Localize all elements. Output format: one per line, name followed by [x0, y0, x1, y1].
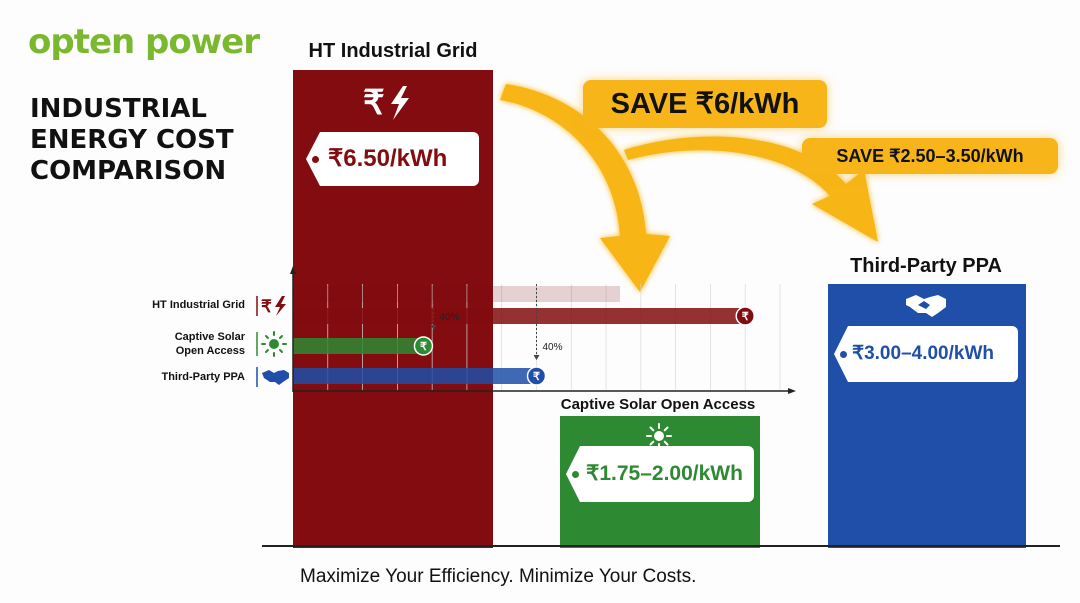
page-title: INDUSTRIAL ENERGY COST COMPARISON	[30, 94, 234, 187]
save-secondary-badge: SAVE ₹2.50–3.50/kWh	[802, 138, 1058, 174]
savings-arrow-to-solar	[500, 84, 670, 292]
chart-label-ppa: Third-Party PPA	[161, 371, 245, 383]
svg-text:₹: ₹	[261, 297, 272, 316]
y-axis-arrow	[290, 266, 296, 274]
logo-text: opten power	[28, 22, 260, 62]
chart-band	[293, 286, 620, 302]
grid-price-tag: ₹6.50/kWh	[306, 132, 479, 186]
tag-hole	[312, 156, 319, 163]
ppa-price-tag: ₹3.00–4.00/kWh	[834, 326, 1018, 382]
brand-logo: opten power	[28, 22, 260, 62]
chart-marker-glyph: ₹	[533, 371, 540, 383]
svg-text:₹: ₹	[363, 84, 385, 122]
small-sun-icon	[256, 331, 287, 357]
rupee-lightning-icon: ₹	[363, 84, 409, 122]
chart-marker-ppa	[526, 366, 547, 386]
grid-price: ₹6.50/kWh	[328, 145, 448, 172]
chart-marker-glyph: ₹	[420, 341, 427, 353]
chart-marker-solar	[413, 336, 434, 356]
annotation-arrowhead	[430, 325, 437, 330]
chart-bar-grid	[293, 308, 746, 324]
solar-price: ₹1.75–2.00/kWh	[586, 462, 743, 485]
small-rupee-lightning-icon: ₹	[256, 296, 286, 316]
handshake-icon	[906, 295, 946, 317]
chart-bar-solar	[293, 338, 424, 354]
sun-icon	[646, 423, 672, 449]
tagline: Maximize Your Efficiency. Minimize Your …	[300, 566, 697, 587]
grid-column-title: HT Industrial Grid	[308, 40, 478, 62]
chart-label-solar: Captive Solar Open Access	[110, 330, 245, 358]
chart-marker-glyph: ₹	[742, 311, 749, 323]
chart-label-solar-line-2: Open Access	[175, 345, 245, 357]
x-axis-arrow	[788, 388, 796, 394]
chart-label-solar-line-1: Captive Solar	[174, 331, 245, 343]
baseline	[262, 545, 1060, 547]
annotation-arrowhead	[533, 355, 540, 360]
chart-bars	[293, 286, 746, 384]
page-title-line-3: COMPARISON	[30, 156, 227, 186]
save-primary-badge: SAVE ₹6/kWh	[583, 80, 827, 128]
page-title-line-1: INDUSTRIAL	[30, 94, 207, 124]
solar-column-title: Captive Solar Open Access	[560, 396, 756, 413]
ppa-column-title: Third-Party PPA	[850, 255, 1002, 277]
annotation-label: 40%	[439, 312, 459, 323]
chart-markers: ₹ ₹ ₹40% 40%	[413, 284, 755, 386]
annotation-label: 40%	[543, 342, 563, 353]
chart-marker-grid	[735, 306, 755, 326]
small-handshake-icon	[256, 367, 289, 387]
tag-hole	[840, 351, 847, 358]
ppa-price: ₹3.00–4.00/kWh	[852, 343, 994, 364]
chart-label-grid: HT Industrial Grid	[152, 299, 245, 311]
page-title-line-2: ENERGY COST	[30, 125, 234, 155]
chart-bar-ppa	[293, 368, 537, 384]
tag-hole	[572, 471, 579, 478]
solar-price-tag: ₹1.75–2.00/kWh	[566, 446, 754, 502]
